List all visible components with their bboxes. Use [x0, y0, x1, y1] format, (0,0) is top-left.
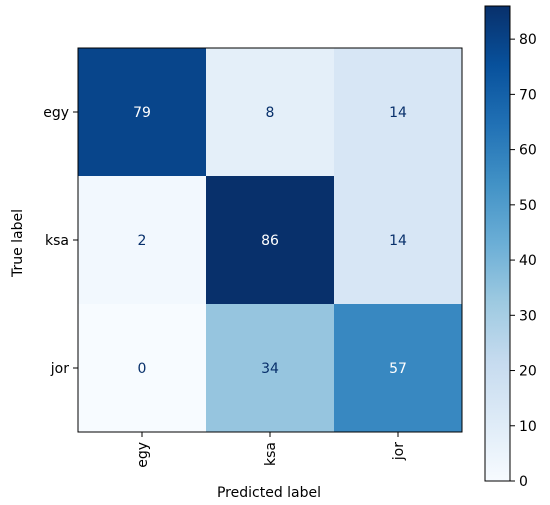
colorbar-tick-label: 10: [519, 419, 537, 435]
heatmap-cell: [334, 48, 462, 176]
colorbar-tick-label: 40: [519, 253, 537, 269]
heatmap-cell: [78, 48, 206, 176]
y-axis-ticks: egy ksa jor: [43, 105, 78, 377]
colorbar-tick-label: 50: [519, 198, 537, 214]
heatmap-value-labels: 79 8 14 2 86 14 0 34 57: [133, 105, 407, 377]
x-tick-label: egy: [135, 442, 151, 468]
heatmap-cells: [78, 48, 462, 432]
x-axis-ticks: egy ksa jor: [135, 432, 407, 468]
colorbar-tick-label: 0: [519, 474, 528, 490]
y-tick-label: egy: [43, 105, 69, 121]
heatmap-cell: [334, 176, 462, 304]
heatmap-cell: [206, 176, 334, 304]
cell-value-label: 86: [261, 233, 279, 249]
y-tick-label: jor: [50, 361, 69, 377]
colorbar-tick-label: 20: [519, 364, 537, 380]
heatmap-cell: [334, 304, 462, 432]
cell-value-label: 57: [389, 361, 407, 377]
cell-value-label: 14: [389, 233, 407, 249]
heatmap-cell: [206, 48, 334, 176]
heatmap-cell: [78, 304, 206, 432]
x-tick-label: jor: [391, 442, 407, 461]
cell-value-label: 8: [266, 105, 275, 121]
y-axis-label: True label: [10, 209, 26, 278]
colorbar-tick-label: 60: [519, 143, 537, 159]
colorbar-tick-label: 30: [519, 308, 537, 324]
colorbar-ticks: 0 10 20 30 40 50 60 70 80: [510, 32, 537, 490]
heatmap-cell: [78, 176, 206, 304]
x-axis-label: Predicted label: [217, 485, 321, 501]
cell-value-label: 14: [389, 105, 407, 121]
y-tick-label: ksa: [45, 233, 69, 249]
cell-value-label: 0: [138, 361, 147, 377]
cell-value-label: 2: [138, 233, 147, 249]
colorbar: [484, 5, 511, 482]
colorbar-tick-label: 80: [519, 32, 537, 48]
heatmap-cell: [206, 304, 334, 432]
cell-value-label: 79: [133, 105, 151, 121]
cell-value-label: 34: [261, 361, 279, 377]
x-tick-label: ksa: [263, 442, 279, 466]
colorbar-tick-label: 70: [519, 87, 537, 103]
